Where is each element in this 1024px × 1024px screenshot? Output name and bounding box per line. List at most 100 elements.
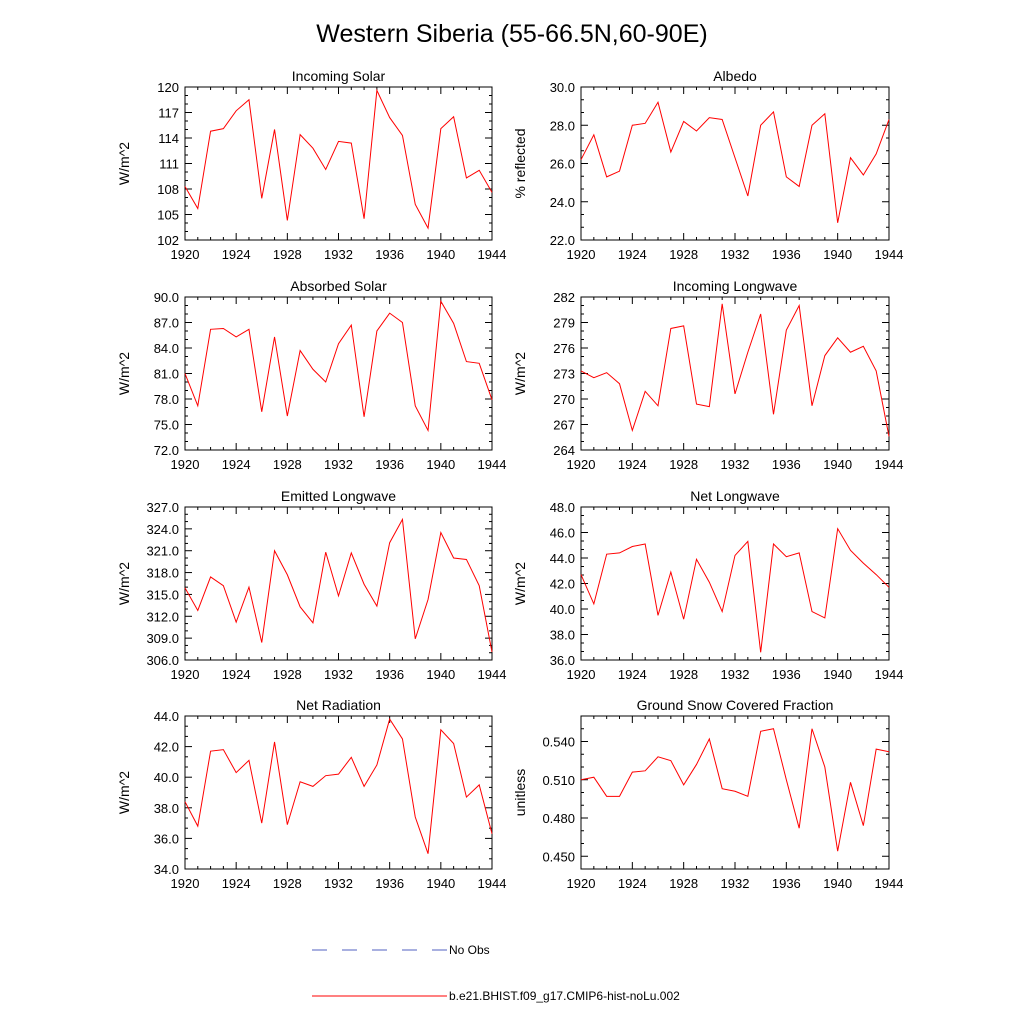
series-line-model-run <box>580 101 890 223</box>
x-tick-label: 1936 <box>375 457 404 472</box>
x-tick-label: 1928 <box>669 876 698 891</box>
legend-label-model-run: b.e21.BHIST.f09_g17.CMIP6-hist-noLu.002 <box>449 989 680 1003</box>
x-tick-label: 1928 <box>273 247 302 262</box>
series-line-model-run <box>580 527 890 653</box>
y-tick-label: 114 <box>158 131 179 146</box>
plot-frame <box>580 296 890 451</box>
plot-frame <box>184 715 493 870</box>
panel-title: Emitted Longwave <box>281 488 396 504</box>
panel-emitted-longwave: Emitted Longwave W/m^2 1920 1924 1928 1932 193… <box>116 488 506 682</box>
x-tick-label: 1940 <box>426 876 455 891</box>
x-tick-label: 1928 <box>669 457 698 472</box>
y-axis-label: unitless <box>512 769 528 816</box>
x-tick-label: 1932 <box>721 247 750 262</box>
y-tick-label: 28.0 <box>550 118 575 133</box>
legend-item-no-obs: No Obs <box>312 943 490 957</box>
legend-item-model-run: b.e21.BHIST.f09_g17.CMIP6-hist-noLu.002 <box>312 989 680 1003</box>
x-tick-label: 1924 <box>618 457 647 472</box>
y-tick-label: 26.0 <box>550 157 575 172</box>
x-tick-label: 1928 <box>273 876 302 891</box>
panel-title: Incoming Longwave <box>673 278 798 294</box>
x-tick-label: 1924 <box>222 876 251 891</box>
y-tick-label: 78.0 <box>154 392 179 407</box>
y-tick-label: 327.0 <box>146 500 179 515</box>
x-tick-label: 1940 <box>823 457 852 472</box>
y-tick-label: 318.0 <box>146 566 179 581</box>
panel-title: Albedo <box>713 68 757 84</box>
y-tick-label: 38.0 <box>154 801 179 816</box>
plot-frame <box>184 296 493 451</box>
y-tick-label: 72.0 <box>154 443 179 458</box>
y-tick-label: 48.0 <box>550 500 575 515</box>
panel-ground-snow-covered-fraction: Ground Snow Covered Fraction unitless 1920… <box>512 697 903 891</box>
y-axis-label: W/m^2 <box>116 142 132 185</box>
panel-title: Net Radiation <box>296 697 381 713</box>
y-tick-label: 0.510 <box>542 773 575 788</box>
panel-title: Ground Snow Covered Fraction <box>637 697 834 713</box>
y-tick-label: 120 <box>157 80 179 95</box>
y-tick-label: 0.480 <box>542 811 575 826</box>
x-tick-label: 1936 <box>375 876 404 891</box>
y-tick-label: 75.0 <box>154 418 179 433</box>
x-tick-label: 1940 <box>823 247 852 262</box>
y-tick-label: 90.0 <box>154 290 179 305</box>
x-tick-label: 1932 <box>324 876 353 891</box>
series-line-model-run <box>184 299 493 433</box>
plot-frame <box>184 86 493 241</box>
y-tick-label: 40.0 <box>154 770 179 785</box>
y-tick-label: 46.0 <box>550 526 575 541</box>
y-tick-label: 105 <box>157 208 179 223</box>
y-tick-label: 40.0 <box>550 602 575 617</box>
x-tick-label: 1940 <box>426 247 455 262</box>
legend-label-no-obs: No Obs <box>449 943 490 957</box>
y-tick-label: 309.0 <box>146 631 179 646</box>
x-tick-label: 1920 <box>567 247 596 262</box>
x-tick-label: 1944 <box>478 876 507 891</box>
x-tick-label: 1940 <box>426 457 455 472</box>
plot-frame <box>580 86 890 241</box>
x-tick-label: 1944 <box>875 457 904 472</box>
y-tick-label: 38.0 <box>550 628 575 643</box>
y-tick-label: 117 <box>158 106 179 121</box>
y-tick-label: 273 <box>553 367 575 382</box>
x-tick-label: 1940 <box>823 876 852 891</box>
x-tick-label: 1932 <box>324 667 353 682</box>
x-tick-label: 1928 <box>273 457 302 472</box>
y-tick-label: 36.0 <box>154 831 179 846</box>
y-tick-label: 81.0 <box>154 367 179 382</box>
y-axis-label: W/m^2 <box>512 352 528 395</box>
y-tick-label: 315.0 <box>146 587 179 602</box>
panel-incoming-solar: Incoming Solar W/m^2 1920 1924 1928 1932 1936 1… <box>116 68 506 262</box>
x-tick-label: 1944 <box>478 247 507 262</box>
panel-net-longwave: Net Longwave W/m^2 1920 1924 1928 1932 1936 194… <box>512 488 903 682</box>
x-tick-label: 1920 <box>567 457 596 472</box>
plot-frame <box>184 506 493 661</box>
y-tick-label: 87.0 <box>154 316 179 331</box>
x-tick-label: 1932 <box>721 876 750 891</box>
x-tick-label: 1924 <box>618 667 647 682</box>
panel-title: Incoming Solar <box>292 68 386 84</box>
y-tick-label: 321.0 <box>146 544 179 559</box>
x-tick-label: 1920 <box>171 457 200 472</box>
series-line-model-run <box>184 88 493 230</box>
x-tick-label: 1924 <box>222 667 251 682</box>
x-tick-label: 1944 <box>478 667 507 682</box>
x-tick-label: 1936 <box>772 457 801 472</box>
x-tick-label: 1932 <box>721 667 750 682</box>
y-tick-label: 306.0 <box>146 653 179 668</box>
panel-absorbed-solar: Absorbed Solar W/m^2 1920 1924 1928 1932 1936 1… <box>116 278 506 472</box>
x-tick-label: 1944 <box>478 457 507 472</box>
x-tick-label: 1932 <box>324 247 353 262</box>
figure-title: Western Siberia (55-66.5N,60-90E) <box>316 20 707 48</box>
panels: Incoming Solar W/m^2 1920 1924 1928 1932 1936 1… <box>116 68 903 891</box>
y-axis-label: W/m^2 <box>116 771 132 814</box>
x-tick-label: 1924 <box>222 247 251 262</box>
x-tick-label: 1924 <box>618 247 647 262</box>
series-line-model-run <box>580 303 890 437</box>
panel-incoming-longwave: Incoming Longwave W/m^2 1920 1924 1928 1932 19… <box>512 278 903 472</box>
x-tick-label: 1940 <box>426 667 455 682</box>
y-axis-label: W/m^2 <box>116 352 132 395</box>
series-line-model-run <box>184 717 493 854</box>
y-tick-label: 111 <box>159 157 179 172</box>
